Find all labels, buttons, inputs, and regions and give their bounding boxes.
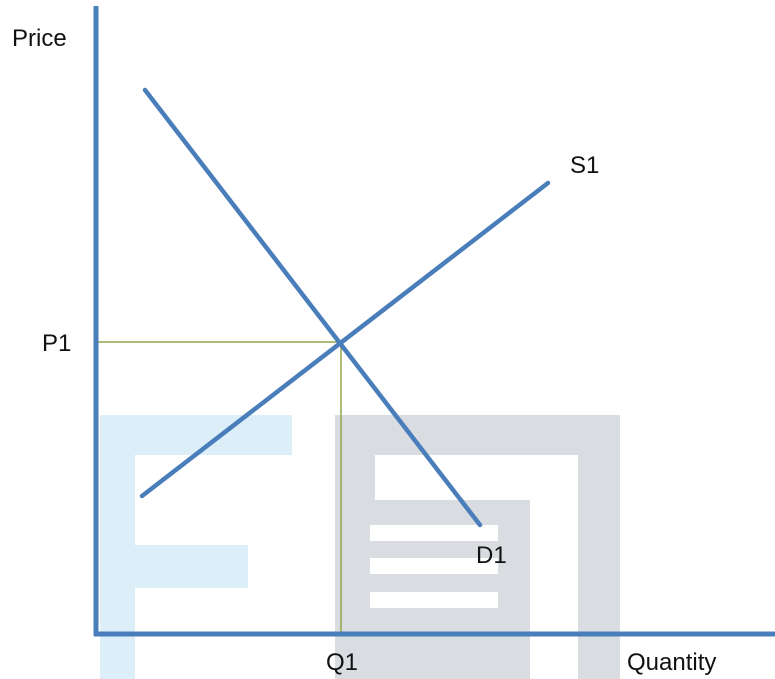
demand-curve-label: D1 [476,542,507,569]
equilibrium-price-label: P1 [42,330,71,357]
supply-curve [139,180,551,499]
watermark-stripe [370,525,498,541]
watermark-logo [100,415,620,679]
watermark-stripe [370,558,498,574]
x-axis-label: Quantity [627,649,716,676]
watermark-stripe [370,592,498,608]
y-axis-label: Price [12,25,67,52]
watermark-letter-f [100,415,292,679]
demand-curve [142,87,483,528]
supply-curve-label: S1 [570,152,599,179]
equilibrium-quantity-label: Q1 [326,649,358,676]
